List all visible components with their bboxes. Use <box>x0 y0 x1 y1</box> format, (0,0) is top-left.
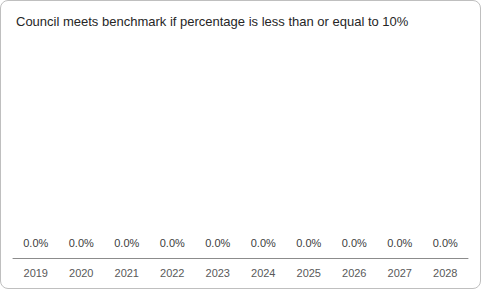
svg-text:2023: 2023 <box>206 267 230 279</box>
svg-text:0.0%: 0.0% <box>342 237 367 249</box>
svg-text:0.0%: 0.0% <box>23 237 48 249</box>
svg-text:0.0%: 0.0% <box>205 237 230 249</box>
svg-text:0.0%: 0.0% <box>296 237 321 249</box>
svg-text:2026: 2026 <box>342 267 366 279</box>
svg-text:0.0%: 0.0% <box>387 237 412 249</box>
svg-text:0.0%: 0.0% <box>251 237 276 249</box>
svg-text:0.0%: 0.0% <box>433 237 458 249</box>
svg-text:2025: 2025 <box>297 267 321 279</box>
svg-text:2019: 2019 <box>24 267 48 279</box>
svg-text:2028: 2028 <box>433 267 457 279</box>
svg-text:2022: 2022 <box>160 267 184 279</box>
svg-text:2024: 2024 <box>251 267 275 279</box>
svg-text:0.0%: 0.0% <box>160 237 185 249</box>
svg-text:0.0%: 0.0% <box>114 237 139 249</box>
svg-text:2027: 2027 <box>388 267 412 279</box>
svg-text:Council meets benchmark if per: Council meets benchmark if percentage is… <box>16 14 409 29</box>
svg-text:2021: 2021 <box>115 267 139 279</box>
svg-text:2020: 2020 <box>69 267 93 279</box>
svg-text:0.0%: 0.0% <box>69 237 94 249</box>
